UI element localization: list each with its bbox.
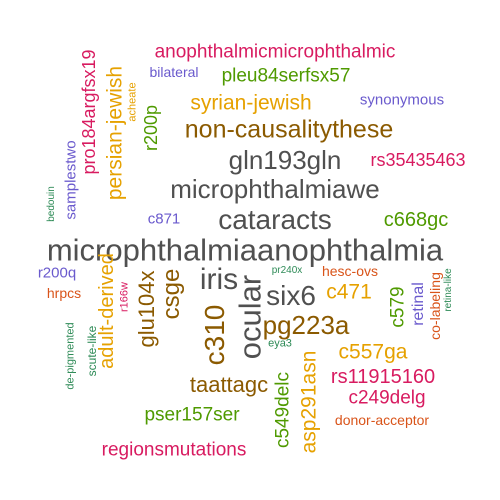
word-ocular: ocular [232,274,268,360]
word-pg223a: pg223a [262,310,350,340]
word-eya3: eya3 [268,337,292,350]
word-csge: csge [158,268,185,320]
word-cataracts: cataracts [218,204,332,235]
word-syrian-jewish: syrian-jewish [190,91,312,115]
word-iris: iris [199,263,239,296]
word-bedouin: bedouin [46,186,57,222]
word-taattagc: taattagc [189,372,269,397]
word-c249delg: c249delg [348,387,426,409]
word-retinal: retinal [410,282,427,326]
word-bilateral: bilateral [149,64,199,80]
word-acheate: acheate [126,82,139,122]
word-rs11915160: rs11915160 [330,366,436,388]
word-pleu84serfsx57: pleu84serfsx57 [221,65,351,87]
word-glu104x: glu104x [134,270,159,348]
word-microphthalmiaanophthalmia: microphthalmiaanophthalmia [46,232,444,268]
word-c549delc: c549delc [272,371,294,449]
word-samplestwo: samplestwo [62,140,80,220]
word-regionsmutations: regionsmutations [101,439,247,461]
word-microphthalmiawe: microphthalmiawe [170,174,380,204]
word-de-pigmented: de-pigmented [64,322,77,390]
word-synonymous: synonymous [359,91,445,109]
word-pro184argfsx19: pro184argfsx19 [79,49,99,175]
word-rs35435463: rs35435463 [370,150,466,170]
word-r166w: r166w [118,282,131,312]
word-adult-derived: adult-derived [96,253,118,369]
word-anophthalmicmicrophthalmic: anophthalmicmicrophthalmic [154,41,396,63]
word-c579: c579 [387,286,409,328]
word-scute-like: scute-like [85,325,99,377]
word-r200q: r200q [37,264,77,282]
word-donor-acceptor: donor-acceptor [334,412,430,428]
word-pser157ser: pser157ser [144,404,240,426]
word-non-causalitythese: non-causalitythese [184,115,394,144]
word-hrpcs: hrpcs [46,285,82,301]
word-c668gc: c668gc [383,209,449,231]
word-pr240x: pr240x [271,265,303,276]
word-persian-jewish: persian-jewish [103,65,127,201]
word-c557ga: c557ga [338,340,408,364]
word-c471: c471 [326,280,372,304]
word-c310: c310 [199,304,230,366]
word-r200p: r200p [141,104,161,152]
word-retina-like: retina-like [443,268,454,312]
word-co-labeling: co-labeling [427,272,443,340]
word-six6: six6 [266,280,316,311]
word-c871: c871 [147,210,181,228]
word-asp291asn: asp291asn [297,350,321,454]
word-hesc-ovs: hesc-ovs [321,263,379,279]
word-gln193gln: gln193gln [228,145,342,175]
